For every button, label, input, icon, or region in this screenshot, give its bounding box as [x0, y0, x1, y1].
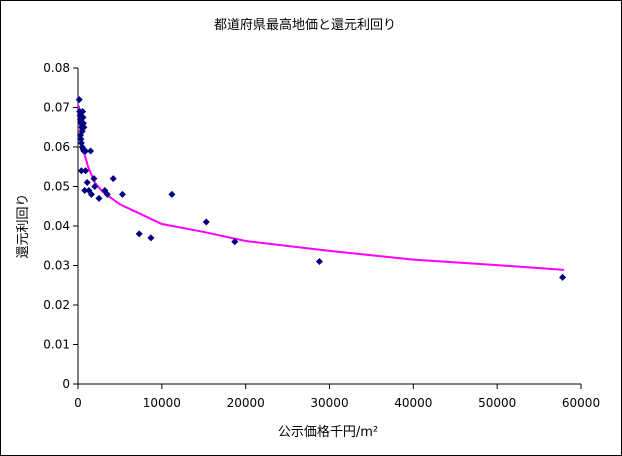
axes	[77, 68, 581, 385]
data-point	[95, 194, 103, 202]
y-tick-label: 0.02	[43, 298, 70, 312]
y-tick-label: 0.06	[43, 140, 70, 154]
data-point	[77, 167, 85, 175]
data-point	[231, 238, 239, 246]
data-point	[103, 190, 111, 198]
data-point	[79, 107, 87, 115]
data-point	[87, 190, 95, 198]
x-tick-label: 50000	[478, 396, 516, 410]
data-points	[75, 96, 567, 281]
y-axis-label: 還元利回り	[16, 193, 31, 258]
data-point	[109, 175, 117, 183]
data-point	[81, 186, 89, 194]
data-point	[83, 179, 91, 187]
data-point	[82, 147, 90, 155]
data-point	[80, 123, 88, 131]
data-point	[118, 190, 126, 198]
x-tick-label: 20000	[227, 396, 265, 410]
x-tick-label: 0	[74, 396, 82, 410]
data-point	[147, 234, 155, 242]
x-tick-label: 30000	[310, 396, 348, 410]
x-ticks: 0 10000 20000 30000 40000 50000 60000	[74, 384, 600, 410]
y-tick-label: 0.03	[43, 259, 70, 273]
data-point	[559, 273, 567, 281]
data-point	[82, 167, 90, 175]
data-point	[87, 147, 95, 155]
y-tick-label: 0.07	[43, 101, 70, 115]
data-point	[90, 175, 98, 183]
y-tick-label: 0.05	[43, 180, 70, 194]
x-tick-label: 60000	[562, 396, 600, 410]
data-point	[202, 218, 210, 226]
y-tick-label: 0.08	[43, 61, 70, 75]
data-point	[315, 258, 323, 266]
data-point	[75, 96, 83, 104]
chart-title: 都道府県最高地価と還元利回り	[214, 17, 396, 33]
data-point	[79, 119, 87, 127]
data-point	[77, 131, 85, 139]
x-axis-label: 公示価格千円/m²	[278, 424, 378, 440]
y-tick-label: 0	[62, 377, 70, 391]
data-point	[168, 190, 176, 198]
data-point	[91, 183, 99, 190]
power-trendline	[77, 105, 565, 271]
y-tick-label: 0.01	[43, 338, 70, 352]
data-point	[135, 230, 143, 238]
y-tick-label: 0.04	[43, 219, 70, 233]
data-point	[77, 135, 85, 143]
data-point	[79, 113, 87, 121]
x-tick-label: 40000	[394, 396, 432, 410]
trendline-group	[77, 105, 565, 271]
y-ticks: 0 0.01 0.02 0.03 0.04 0.05 0.06 0.07 0.08	[43, 61, 78, 391]
x-tick-label: 10000	[143, 396, 181, 410]
